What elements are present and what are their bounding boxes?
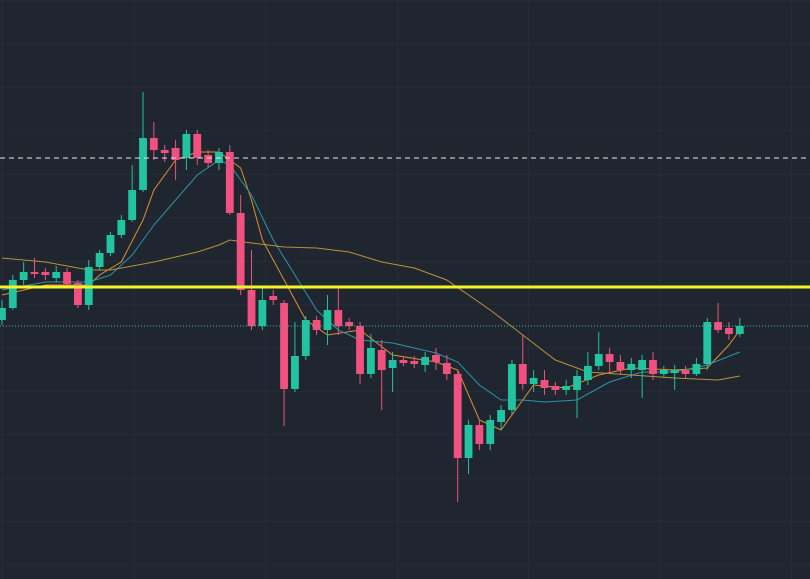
candle-body: [475, 425, 484, 444]
candle-body: [334, 310, 343, 326]
candle-body: [540, 380, 549, 388]
candle-body: [714, 322, 723, 330]
candle-body: [735, 326, 744, 334]
candle-body: [323, 310, 332, 330]
candle-body: [432, 355, 440, 362]
candle-body: [291, 356, 299, 389]
candle-body: [0, 308, 6, 320]
candle-body: [182, 134, 191, 158]
candle-body: [594, 354, 603, 366]
candle-body: [139, 138, 147, 190]
candle-body: [128, 190, 137, 220]
candle-body: [670, 370, 679, 373]
candle-body: [681, 370, 690, 374]
candle-body: [453, 374, 462, 458]
candle-body: [63, 272, 71, 284]
candle-body: [171, 148, 180, 160]
candle-body: [399, 360, 408, 363]
candle-body: [605, 354, 614, 362]
candle-body: [8, 280, 17, 308]
candle-body: [421, 357, 430, 365]
candle-body: [659, 370, 668, 374]
candle-body: [583, 366, 592, 380]
candle-body: [117, 220, 126, 235]
candle-body: [52, 272, 61, 278]
candle-body: [74, 283, 82, 305]
candle-body: [573, 376, 581, 390]
candle-body: [345, 322, 354, 326]
candle-body: [258, 300, 267, 326]
candle-body: [464, 425, 473, 458]
candle-body: [692, 364, 701, 374]
candle-body: [30, 272, 39, 274]
candle-body: [356, 326, 364, 374]
candle-body: [95, 253, 104, 267]
candle-body: [518, 364, 527, 384]
candle-body: [280, 303, 288, 389]
moving-average-line: [1, 239, 740, 381]
candle-body: [301, 320, 310, 356]
candle-body: [508, 364, 516, 410]
candle-body: [225, 152, 234, 213]
candle-body: [725, 328, 733, 334]
candle-body: [627, 364, 636, 370]
candle-body: [19, 272, 28, 280]
candle-body: [269, 296, 278, 300]
candle-body: [649, 360, 657, 374]
candle-body: [388, 360, 397, 368]
candle-body: [204, 155, 213, 163]
candle-body: [551, 386, 560, 390]
candle-body: [377, 350, 386, 370]
candle-body: [236, 213, 245, 290]
candle-body: [442, 363, 451, 374]
candle-body: [638, 360, 647, 370]
candle-body: [703, 322, 712, 364]
candle-body: [193, 134, 202, 158]
candle-body: [486, 420, 495, 444]
candle-body: [366, 348, 375, 374]
candle-body: [562, 386, 571, 390]
candle-body: [160, 150, 169, 153]
candle-body: [41, 272, 50, 275]
candle-body: [529, 378, 538, 384]
candle-body: [247, 290, 256, 326]
candle-body: [410, 361, 419, 364]
candle-body: [149, 138, 158, 150]
candle-body: [616, 362, 625, 370]
candle-body: [106, 235, 115, 253]
candle-body: [312, 320, 321, 330]
plot-area: [0, 92, 810, 502]
candle-body: [497, 410, 505, 422]
